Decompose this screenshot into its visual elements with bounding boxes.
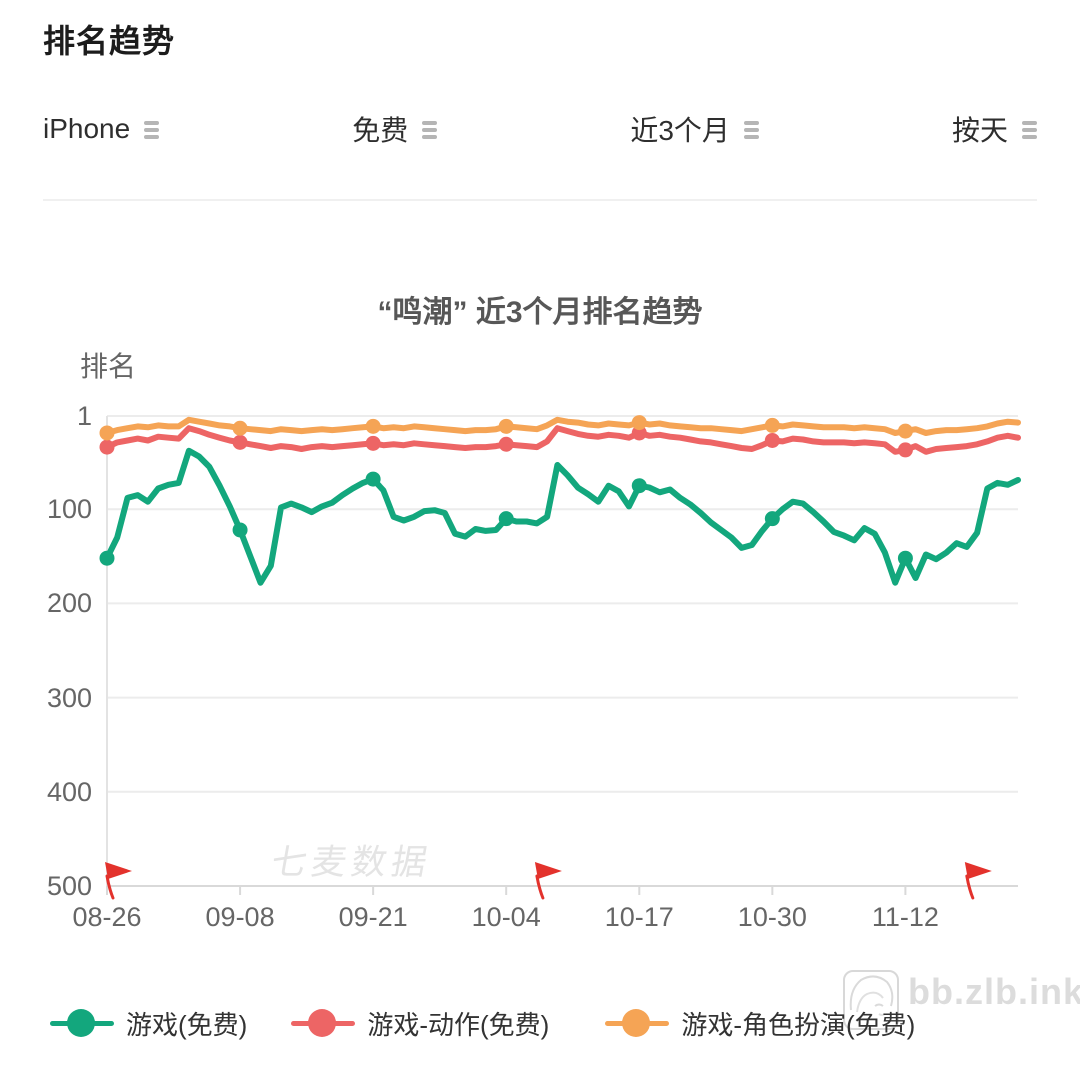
legend-item-games-free[interactable]: 游戏(免费) <box>50 1005 247 1042</box>
x-tick-label: 10-04 <box>471 902 541 932</box>
time-range-filter-dropdown[interactable]: 近3个月 <box>630 109 759 149</box>
section-divider <box>43 199 1037 201</box>
y-tick-label: 300 <box>46 682 92 713</box>
y-tick-label: 400 <box>46 776 92 807</box>
price-type-filter-label: 免费 <box>352 115 409 146</box>
y-tick-label: 500 <box>46 871 92 901</box>
legend-marker-orange <box>605 1008 670 1038</box>
dropdown-bars-icon <box>743 121 759 139</box>
time-range-filter-label: 近3个月 <box>630 115 730 146</box>
chart-title: “鸣潮” 近3个月排名趋势 <box>377 296 703 329</box>
x-tick-label: 10-17 <box>604 902 674 932</box>
granularity-filter-label: 按天 <box>951 115 1008 146</box>
legend-marker-green <box>50 1008 114 1038</box>
y-tick-label: 100 <box>46 494 92 525</box>
legend-label: 游戏-角色扮演(免费) <box>681 1009 916 1040</box>
page-title: 排名趋势 <box>43 23 176 59</box>
legend-item-games-rpg-free[interactable]: 游戏-角色扮演(免费) <box>605 1005 915 1042</box>
device-filter-label: iPhone <box>43 113 131 144</box>
y-tick-label: 1 <box>76 401 92 431</box>
dropdown-bars-icon <box>144 121 160 139</box>
y-axis-title: 排名 <box>80 351 137 382</box>
x-tick-label: 08-26 <box>72 902 142 932</box>
granularity-filter-dropdown[interactable]: 按天 <box>952 109 1037 149</box>
x-tick-label: 10-30 <box>737 902 807 932</box>
x-tick-label: 09-08 <box>205 902 275 932</box>
dropdown-bars-icon <box>1021 121 1037 139</box>
y-tick-label: 200 <box>46 588 92 619</box>
device-filter-dropdown[interactable]: iPhone <box>43 113 160 145</box>
legend-item-games-action-free[interactable]: 游戏-动作(免费) <box>291 1005 549 1042</box>
chart-legend: 游戏(免费) 游戏-动作(免费) 游戏-角色扮演(免费) <box>0 998 1080 1048</box>
qimai-watermark: 七麦数据 <box>268 843 435 882</box>
legend-label: 游戏(免费) <box>126 1009 248 1040</box>
legend-marker-red <box>291 1008 356 1038</box>
x-tick-label: 09-21 <box>338 902 408 932</box>
price-type-filter-dropdown[interactable]: 免费 <box>352 109 438 149</box>
filter-row: iPhone 免费 近3个月 按天 <box>43 102 1037 156</box>
watermark-avatar <box>843 970 899 1030</box>
x-tick-label: 11-12 <box>871 902 939 932</box>
site-watermark: bb.zlb.ink <box>843 970 1080 1030</box>
site-watermark-text: bb.zlb.ink <box>908 971 1080 1012</box>
legend-label: 游戏-动作(免费) <box>367 1009 550 1040</box>
dropdown-bars-icon <box>422 121 438 139</box>
